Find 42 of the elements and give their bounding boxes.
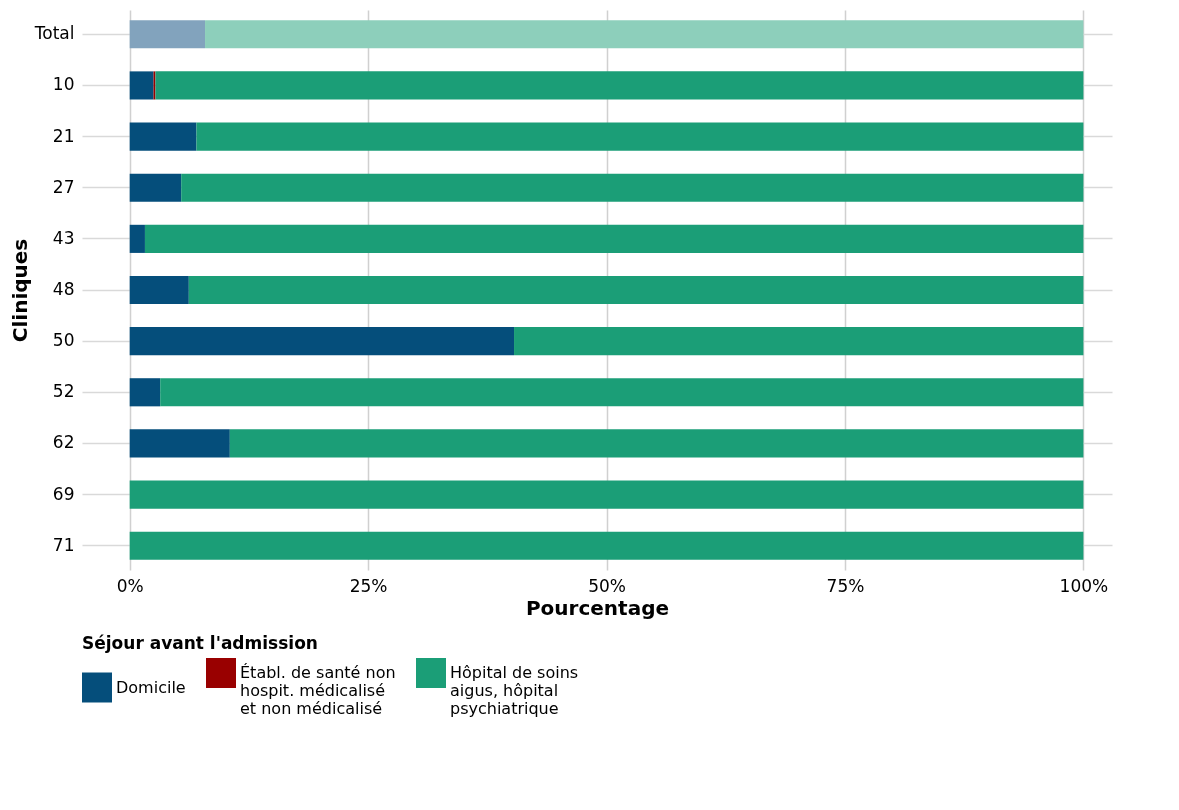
legend-label: Établ. de santé non hospit. médicalisé et non médicalisé	[240, 663, 396, 718]
bar	[205, 20, 1084, 49]
y-tick-label: 50	[52, 330, 75, 351]
bar	[181, 173, 1084, 202]
bar	[129, 531, 1084, 560]
bar	[129, 275, 189, 305]
y-tick-label: 27	[52, 176, 75, 197]
y-tick-label: 43	[52, 227, 75, 248]
bar	[229, 429, 1084, 458]
y-tick-label: 21	[52, 125, 75, 146]
y-tick-label: 10	[52, 74, 75, 95]
y-tick-label: Total	[33, 23, 75, 44]
x-tick-label: 75%	[826, 575, 865, 596]
bar	[155, 71, 1084, 100]
y-tick-label: 69	[52, 483, 75, 504]
bar	[160, 378, 1084, 407]
bar	[129, 224, 145, 253]
x-tick-label: 25%	[349, 575, 388, 596]
bar	[129, 71, 154, 100]
y-tick-label: 71	[52, 534, 75, 555]
bar	[144, 224, 1084, 253]
y-tick-label: 52	[52, 381, 75, 402]
bar	[129, 20, 206, 49]
bar	[129, 173, 182, 202]
x-tick-label: 0%	[116, 575, 144, 596]
x-axis-title: Pourcentage	[525, 595, 670, 620]
y-tick-label: 48	[52, 279, 75, 299]
x-tick-label: 50%	[588, 575, 626, 596]
bar	[129, 122, 197, 151]
bar	[129, 327, 515, 356]
bar	[514, 327, 1084, 356]
y-axis-title: Cliniques	[7, 238, 32, 343]
bar	[129, 378, 161, 407]
bar	[188, 275, 1084, 305]
y-tick-label: 62	[52, 432, 75, 453]
legend-label: Hôpital de soins aigus, hôpital psychiatrique	[450, 663, 579, 718]
x-tick-label: 100%	[1059, 575, 1109, 596]
bar	[129, 429, 230, 458]
bar	[129, 480, 1084, 509]
legend-title: Séjour avant l'admission	[82, 633, 318, 653]
legend-label: Domicile	[116, 677, 186, 697]
bar	[196, 122, 1084, 151]
